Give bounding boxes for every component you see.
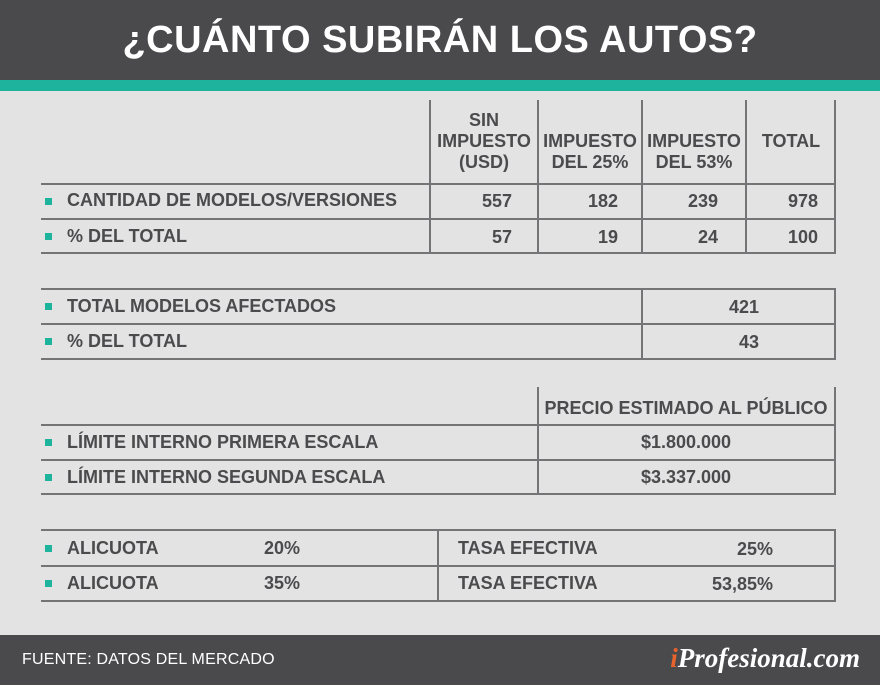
grid-line [834, 529, 836, 602]
column-header-sin-impuesto: SIN IMPUESTO (USD) [430, 110, 538, 173]
row-label-porcentaje: % DEL TOTAL [67, 226, 188, 246]
column-header-line: SIN [468, 110, 499, 130]
row-bullet [45, 545, 52, 552]
cell-value: 421 [728, 297, 759, 317]
row-label-alicuota: ALICUOTA [67, 538, 159, 558]
grid-line [41, 288, 836, 290]
grid-line [834, 100, 836, 254]
header-banner: ¿CUÁNTO SUBIRÁN LOS AUTOS? [0, 0, 880, 80]
cell-value: 557 [481, 191, 512, 211]
row-label-cantidad: CANTIDAD DE MODELOS/VERSIONES [67, 190, 398, 210]
logo-i: i [670, 643, 678, 673]
row-bullet [45, 233, 52, 240]
column-header-line: (USD) [459, 152, 509, 172]
grid-line [41, 252, 836, 254]
grid-line [41, 183, 836, 185]
row-label-alicuota: ALICUOTA [67, 573, 159, 593]
row-bullet [45, 338, 52, 345]
row-bullet [45, 580, 52, 587]
column-header-line: IMPUESTO [647, 131, 741, 151]
grid-line [429, 100, 431, 254]
row-bullet [45, 303, 52, 310]
grid-line [537, 100, 539, 254]
column-header-line: TOTAL [761, 131, 821, 151]
column-header-line: DEL 53% [655, 152, 733, 172]
grid-line [41, 218, 836, 220]
column-header-line: DEL 25% [551, 152, 629, 172]
cell-value: 239 [687, 191, 718, 211]
row-label-segunda-escala: LÍMITE INTERNO SEGUNDA ESCALA [67, 467, 386, 487]
column-header-line: IMPUESTO [543, 131, 637, 151]
row-label-tasa-efectiva: TASA EFECTIVA [458, 573, 598, 593]
grid-line [41, 358, 836, 360]
row-label-tasa-efectiva: TASA EFECTIVA [458, 538, 598, 558]
page-title: ¿CUÁNTO SUBIRÁN LOS AUTOS? [122, 18, 758, 61]
grid-line [834, 288, 836, 360]
row-bullet [45, 198, 52, 205]
cell-value: 182 [587, 191, 618, 211]
logo-text: Profesional.com [677, 643, 860, 673]
row-label-porcentaje-afectados: % DEL TOTAL [67, 331, 188, 351]
accent-bar [0, 80, 880, 91]
grid-line [41, 323, 836, 325]
cell-rate: 35% [264, 573, 301, 593]
brand-logo: iProfesional.com [670, 643, 860, 674]
grid-line [437, 529, 439, 602]
cell-value: 53,85% [711, 574, 773, 594]
row-label-primera-escala: LÍMITE INTERNO PRIMERA ESCALA [67, 432, 379, 452]
cell-value: $3.337.000 [640, 467, 732, 487]
source-note: FUENTE: DATOS DEL MERCADO [22, 651, 275, 668]
grid-line [41, 493, 836, 495]
cell-value: 19 [597, 227, 618, 247]
column-header-line: IMPUESTO [437, 131, 531, 151]
cell-value: 43 [738, 332, 759, 352]
grid-line [641, 288, 643, 360]
grid-line [745, 100, 747, 254]
grid-line [834, 387, 836, 494]
grid-line [41, 424, 836, 426]
grid-line [641, 100, 643, 254]
footer-bar: FUENTE: DATOS DEL MERCADO iProfesional.c… [0, 635, 880, 685]
cell-value: 978 [787, 191, 818, 211]
cell-rate: 20% [264, 538, 301, 558]
row-bullet [45, 474, 52, 481]
cell-value: 24 [697, 227, 718, 247]
column-header-impuesto-53: IMPUESTO DEL 53% [642, 131, 746, 173]
cell-value: 25% [736, 539, 773, 559]
column-header-impuesto-25: IMPUESTO DEL 25% [538, 131, 642, 173]
column-header-total: TOTAL [746, 131, 836, 152]
cell-value: 57 [491, 227, 512, 247]
row-bullet [45, 439, 52, 446]
cell-value: 100 [787, 227, 818, 247]
cell-value: $1.800.000 [640, 432, 732, 452]
grid-line [537, 387, 539, 494]
row-label-total-afectados: TOTAL MODELOS AFECTADOS [67, 296, 336, 316]
grid-line [41, 459, 836, 461]
column-header-precio: PRECIO ESTIMADO AL PÚBLICO [544, 398, 828, 418]
